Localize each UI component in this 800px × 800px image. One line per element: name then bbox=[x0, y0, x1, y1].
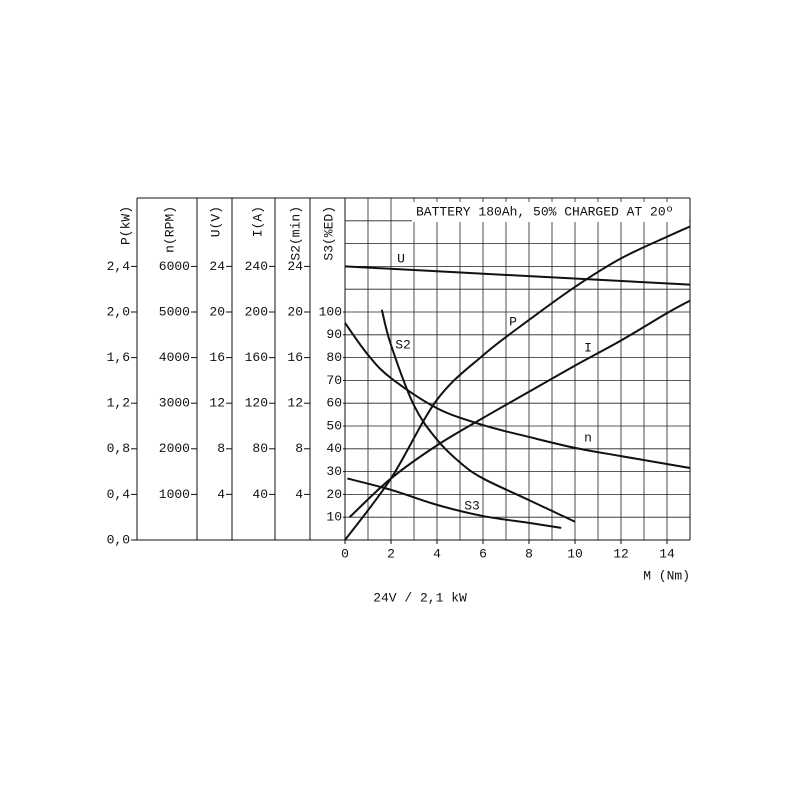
y-tick-label: 12 bbox=[209, 396, 225, 411]
y-tick-label: 20 bbox=[287, 304, 303, 319]
y-axis-title: n(RPM) bbox=[162, 206, 177, 253]
y-tick-label: 2,4 bbox=[107, 259, 131, 274]
x-axis-label: M (Nm) bbox=[643, 568, 690, 583]
y-tick-label: 20 bbox=[209, 304, 225, 319]
x-tick-label: 12 bbox=[613, 546, 629, 561]
y-tick-label: 0,8 bbox=[107, 441, 130, 456]
y-tick-label: 70 bbox=[326, 373, 342, 388]
y-tick-label: 1,6 bbox=[107, 350, 130, 365]
curve bbox=[347, 477, 562, 529]
y-tick-label: 0,4 bbox=[107, 487, 131, 502]
y-tick-label: 240 bbox=[245, 259, 268, 274]
y-tick-label: 8 bbox=[295, 441, 303, 456]
curve bbox=[380, 309, 576, 523]
curve-label: S2 bbox=[395, 337, 411, 352]
curve bbox=[344, 225, 691, 541]
y-tick-label: 1000 bbox=[159, 487, 190, 502]
y-tick-label: 4 bbox=[217, 487, 225, 502]
curve bbox=[348, 299, 691, 518]
x-tick-label: 0 bbox=[341, 546, 349, 561]
y-tick-label: 12 bbox=[287, 396, 303, 411]
chart-caption: 24V / 2,1 kW bbox=[373, 590, 467, 605]
x-tick-label: 14 bbox=[659, 546, 675, 561]
x-tick-label: 4 bbox=[433, 546, 441, 561]
x-tick-label: 8 bbox=[525, 546, 533, 561]
y-axis-title: S3(%ED) bbox=[321, 206, 336, 261]
y-tick-label: 80 bbox=[326, 350, 342, 365]
y-tick-label: 3000 bbox=[159, 396, 190, 411]
y-tick-label: 2000 bbox=[159, 441, 190, 456]
curve-label: P bbox=[509, 314, 517, 329]
x-tick-label: 6 bbox=[479, 546, 487, 561]
y-tick-label: 90 bbox=[326, 327, 342, 342]
y-tick-label: 40 bbox=[326, 441, 342, 456]
y-tick-label: 60 bbox=[326, 396, 342, 411]
curve-label: U bbox=[397, 251, 405, 266]
y-tick-label: 0,0 bbox=[107, 532, 130, 547]
y-tick-label: 5000 bbox=[159, 304, 190, 319]
y-tick-label: 2,0 bbox=[107, 304, 130, 319]
curve-label: n bbox=[584, 430, 592, 445]
curve-label: I bbox=[584, 340, 592, 355]
x-tick-label: 2 bbox=[387, 546, 395, 561]
y-tick-label: 16 bbox=[209, 350, 225, 365]
y-axis-title: I(A) bbox=[250, 206, 265, 237]
y-tick-label: 80 bbox=[252, 441, 268, 456]
y-tick-label: 50 bbox=[326, 418, 342, 433]
y-tick-label: 30 bbox=[326, 464, 342, 479]
y-tick-label: 40 bbox=[252, 487, 268, 502]
y-tick-label: 6000 bbox=[159, 259, 190, 274]
y-tick-label: 24 bbox=[287, 259, 303, 274]
y-tick-label: 1,2 bbox=[107, 396, 130, 411]
y-tick-label: 20 bbox=[326, 487, 342, 502]
chart-title: BATTERY 180Ah, 50% CHARGED AT 20º bbox=[416, 204, 673, 219]
curve-label: S3 bbox=[464, 498, 480, 513]
curve bbox=[344, 265, 691, 286]
title-background bbox=[412, 202, 689, 222]
y-axis-title: U(V) bbox=[208, 206, 223, 237]
y-axis-title: S2(min) bbox=[288, 206, 303, 261]
y-tick-label: 4000 bbox=[159, 350, 190, 365]
y-tick-label: 16 bbox=[287, 350, 303, 365]
y-tick-label: 120 bbox=[245, 396, 268, 411]
y-tick-label: 10 bbox=[326, 510, 342, 525]
y-tick-label: 8 bbox=[217, 441, 225, 456]
y-tick-label: 4 bbox=[295, 487, 303, 502]
y-tick-label: 200 bbox=[245, 304, 268, 319]
y-axis-title: P(kW) bbox=[118, 206, 133, 245]
x-tick-label: 10 bbox=[567, 546, 583, 561]
y-tick-label: 100 bbox=[319, 304, 342, 319]
curve bbox=[344, 322, 691, 469]
y-tick-label: 24 bbox=[209, 259, 225, 274]
y-tick-label: 160 bbox=[245, 350, 268, 365]
